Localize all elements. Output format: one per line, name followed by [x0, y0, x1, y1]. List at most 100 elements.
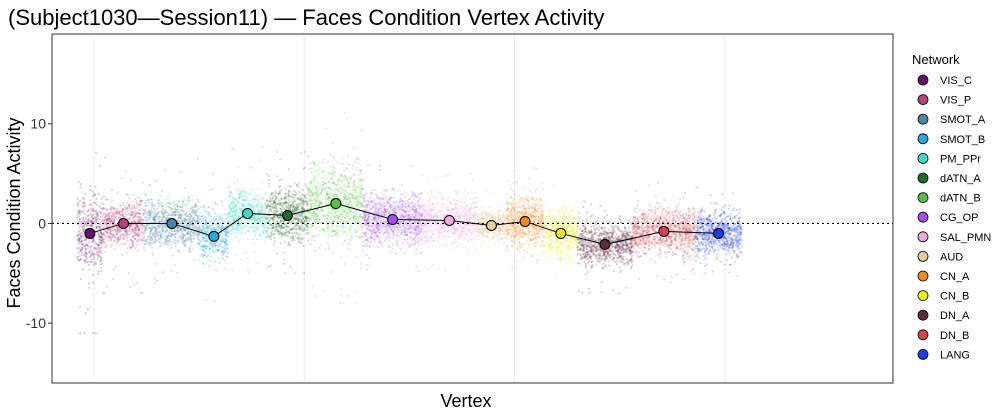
point — [151, 213, 154, 216]
point — [123, 208, 126, 211]
point — [161, 205, 164, 208]
point — [289, 200, 292, 203]
point — [134, 212, 137, 216]
point — [100, 240, 104, 243]
point — [76, 239, 79, 242]
point — [245, 191, 248, 194]
point — [346, 167, 349, 170]
point — [106, 235, 109, 238]
point — [282, 262, 285, 265]
point — [136, 226, 139, 229]
point — [152, 208, 156, 211]
point — [364, 234, 367, 237]
point — [184, 198, 187, 201]
point — [188, 199, 191, 202]
point — [356, 218, 359, 221]
point — [100, 251, 103, 255]
point — [96, 214, 99, 217]
point — [95, 225, 98, 228]
point — [134, 210, 137, 213]
point — [77, 251, 80, 254]
point — [110, 233, 113, 236]
point — [159, 234, 162, 237]
point — [295, 223, 298, 227]
point — [124, 215, 127, 218]
point — [90, 258, 93, 261]
point — [154, 262, 157, 265]
point — [261, 195, 264, 199]
point — [91, 189, 94, 193]
point — [170, 240, 173, 244]
point — [102, 292, 105, 295]
point — [352, 146, 355, 149]
point — [129, 223, 132, 226]
point — [242, 186, 245, 189]
point — [136, 243, 139, 246]
point — [83, 250, 87, 253]
point — [94, 246, 97, 249]
point — [173, 203, 176, 206]
point — [78, 226, 81, 229]
point — [78, 218, 81, 221]
point — [89, 184, 92, 187]
point — [102, 226, 105, 229]
point — [79, 186, 82, 189]
point — [417, 244, 420, 247]
point — [362, 245, 365, 248]
point — [167, 211, 170, 214]
point — [94, 247, 97, 250]
point — [120, 177, 123, 180]
point — [190, 220, 193, 223]
point — [83, 253, 86, 256]
point — [367, 215, 371, 218]
point — [269, 264, 272, 267]
point — [131, 229, 134, 232]
point — [80, 251, 83, 254]
point — [321, 161, 324, 164]
point — [276, 175, 279, 178]
point — [319, 245, 322, 248]
point — [103, 235, 106, 238]
point — [242, 203, 245, 206]
point — [350, 234, 353, 237]
point — [125, 209, 128, 213]
point — [194, 227, 197, 230]
point — [84, 259, 87, 262]
point — [267, 178, 270, 182]
point — [346, 215, 349, 218]
point — [128, 204, 131, 207]
point — [354, 185, 357, 189]
point — [90, 224, 93, 227]
point — [104, 207, 107, 210]
point — [123, 237, 126, 240]
point — [97, 272, 100, 276]
point — [180, 214, 183, 217]
point — [79, 249, 83, 252]
point — [336, 217, 339, 220]
point — [138, 213, 141, 216]
point — [327, 214, 330, 217]
point — [142, 208, 145, 211]
point — [118, 211, 121, 214]
point — [366, 263, 369, 266]
point — [392, 237, 395, 240]
point — [399, 193, 402, 196]
point — [252, 198, 255, 201]
point — [99, 247, 102, 250]
point — [214, 218, 217, 221]
point — [198, 247, 201, 250]
point — [398, 213, 401, 216]
point — [134, 237, 137, 240]
point — [85, 255, 88, 258]
point — [313, 198, 316, 201]
point — [79, 258, 82, 261]
point — [138, 204, 141, 207]
point — [403, 237, 406, 241]
point — [286, 226, 289, 229]
point — [191, 231, 195, 234]
point — [192, 212, 195, 215]
point — [84, 217, 87, 220]
point — [124, 231, 127, 234]
point — [119, 234, 122, 237]
point — [109, 236, 112, 239]
